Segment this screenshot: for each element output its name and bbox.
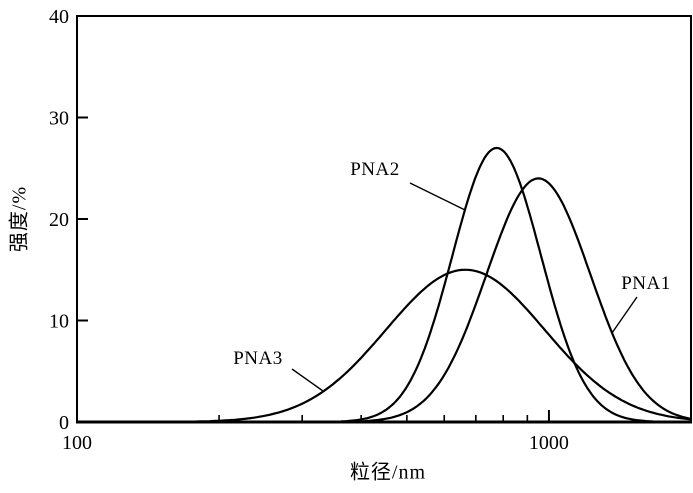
y-tick-label-30: 30 (49, 108, 69, 130)
tick-labels: 0 10 20 30 40 100 1000 (49, 6, 569, 454)
curve-PNA1 (355, 177, 693, 423)
series-curves (186, 146, 693, 423)
series-label-PNA3: PNA3 (233, 348, 283, 369)
curve-PNA3 (186, 268, 693, 423)
axes-frame-border (76, 15, 692, 423)
x-tick-label-100: 100 (62, 432, 92, 454)
leader-line-PNA3 (291, 368, 324, 392)
y-tick-label-20: 20 (49, 209, 69, 231)
series-label-PNA2: PNA2 (350, 159, 400, 180)
series-annotations: PNA2 PNA1 PNA3 (233, 159, 671, 392)
x-tick-label-1000: 1000 (529, 432, 569, 454)
leader-line-PNA2 (409, 182, 466, 211)
y-tick-label-10: 10 (49, 311, 69, 333)
y-tick-label-40: 40 (49, 6, 69, 28)
axis-ticks (76, 116, 550, 422)
axes-frame (76, 15, 692, 424)
x-axis-title: 粒径/nm (349, 461, 427, 484)
leader-line-PNA1 (611, 296, 638, 334)
curve-PNA2 (340, 146, 654, 423)
y-tick-label-0: 0 (59, 412, 69, 434)
series-label-PNA1: PNA1 (621, 273, 671, 294)
